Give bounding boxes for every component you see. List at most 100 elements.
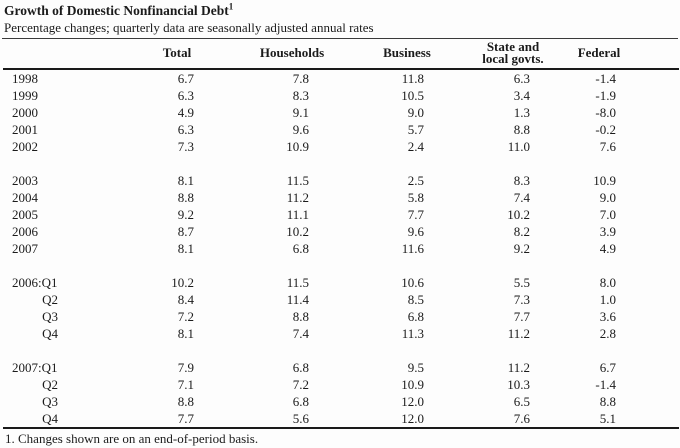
value-text: 7.3: [513, 292, 530, 307]
value-text: 9.5: [407, 360, 424, 375]
value-cell: 6.8: [233, 240, 351, 257]
row-label-cell: Q4: [3, 325, 121, 342]
value-cell: 7.3: [121, 138, 233, 155]
table-row: Q2 8.4 11.4 8.5 7.3 1.0: [3, 291, 679, 308]
value-cell: 8.1: [121, 325, 233, 342]
page-title-text: Growth of Domestic Nonfinancial Debt: [4, 3, 229, 18]
value-text: 7.4: [513, 190, 530, 205]
row-label-cell: 2006:Q1: [3, 274, 121, 291]
value-cell: 9.0: [351, 104, 463, 121]
value-cell: 7.8: [233, 69, 351, 87]
row-label-cell: 2006: [3, 223, 121, 240]
value-text: 5.7: [407, 122, 424, 137]
value-text: 6.8: [292, 241, 309, 256]
row-label-cell: Q2: [3, 291, 121, 308]
value-cell: 9.5: [351, 359, 463, 376]
value-cell: 8.8: [233, 308, 351, 325]
value-cell: 8.8: [463, 121, 563, 138]
value-text: 11.6: [401, 241, 424, 256]
value-cell: 8.8: [563, 393, 679, 410]
row-label-cell: 1998: [3, 69, 121, 87]
table-body: 1998 6.7 7.8 11.8 6.3 -1.4 1999 6.3 8.3 10.5 3.4 -1…: [3, 69, 679, 428]
value-cell: 1.0: [563, 291, 679, 308]
value-text: 8.8: [513, 122, 530, 137]
value-text: 8.1: [177, 241, 194, 256]
value-cell: 10.6: [351, 274, 463, 291]
value-cell: -0.2: [563, 121, 679, 138]
value-cell: 11.5: [233, 172, 351, 189]
value-text: 5.5: [513, 275, 530, 290]
value-cell: 11.6: [351, 240, 463, 257]
value-text: 6.8: [407, 309, 424, 324]
footnote: 1. Changes shown are on an end-of-period…: [5, 431, 259, 446]
value-cell: 6.8: [233, 359, 351, 376]
value-text: 9.6: [292, 122, 309, 137]
value-cell: 11.8: [351, 69, 463, 87]
value-cell: 8.3: [233, 87, 351, 104]
row-label: 2004: [12, 190, 38, 205]
value-text: 7.2: [292, 377, 309, 392]
value-text: 12.0: [401, 411, 424, 426]
value-text: -8.0: [595, 105, 616, 120]
value-cell: 11.5: [233, 274, 351, 291]
value-cell: 7.2: [121, 308, 233, 325]
value-text: 7.1: [177, 377, 194, 392]
value-cell: 8.7: [121, 223, 233, 240]
footnote-marker: 1: [228, 1, 234, 12]
row-label: 2006:Q1: [12, 275, 58, 290]
value-cell: 9.1: [233, 104, 351, 121]
value-text: 8.8: [177, 190, 194, 205]
value-text: 10.2: [286, 224, 309, 239]
value-cell: 9.2: [121, 206, 233, 223]
table-row: 2001 6.3 9.6 5.7 8.8 -0.2: [3, 121, 679, 138]
header-row: Total Households Business State and local go…: [3, 39, 679, 70]
value-cell: 9.6: [351, 223, 463, 240]
value-cell: 6.8: [233, 393, 351, 410]
row-label: 2007: [12, 241, 38, 256]
value-text: 4.9: [177, 105, 194, 120]
value-text: 7.6: [513, 411, 530, 426]
value-cell: 7.2: [233, 376, 351, 393]
value-cell: 7.7: [463, 308, 563, 325]
value-text: 7.8: [292, 71, 309, 86]
value-text: 7.7: [407, 207, 424, 222]
row-label-cell: 2004: [3, 189, 121, 206]
value-text: 9.2: [177, 207, 194, 222]
row-label: Q4: [42, 411, 58, 426]
value-text: 8.8: [177, 394, 194, 409]
value-text: -0.2: [595, 122, 616, 137]
value-cell: 3.9: [563, 223, 679, 240]
row-label: 2002: [12, 139, 38, 154]
value-cell: 2.8: [563, 325, 679, 342]
value-text: 10.6: [401, 275, 424, 290]
value-cell: 7.6: [463, 410, 563, 428]
value-cell: 7.0: [563, 206, 679, 223]
value-cell: 5.1: [563, 410, 679, 428]
value-cell: 8.1: [121, 172, 233, 189]
value-cell: 8.4: [121, 291, 233, 308]
column-header-business: Business: [351, 39, 463, 70]
column-header-federal: Federal: [563, 39, 679, 70]
data-table: Total Households Business State and local go…: [3, 39, 679, 429]
value-text: 12.0: [401, 394, 424, 409]
value-cell: 8.3: [463, 172, 563, 189]
column-header-total: Total: [121, 39, 233, 70]
row-label: 2001: [12, 122, 38, 137]
value-cell: 9.6: [233, 121, 351, 138]
value-cell: 7.4: [463, 189, 563, 206]
value-text: 9.6: [407, 224, 424, 239]
value-cell: 4.9: [563, 240, 679, 257]
table-row: 2007 8.1 6.8 11.6 9.2 4.9: [3, 240, 679, 257]
value-cell: 6.3: [463, 69, 563, 87]
value-text: 6.8: [292, 360, 309, 375]
value-text: 8.3: [292, 88, 309, 103]
value-text: 10.3: [507, 377, 530, 392]
value-text: -1.4: [595, 377, 616, 392]
row-label-cell: Q3: [3, 308, 121, 325]
value-text: 11.5: [286, 275, 309, 290]
value-cell: 11.2: [463, 359, 563, 376]
value-cell: 10.3: [463, 376, 563, 393]
value-cell: 6.7: [563, 359, 679, 376]
section-gap: [3, 342, 679, 359]
